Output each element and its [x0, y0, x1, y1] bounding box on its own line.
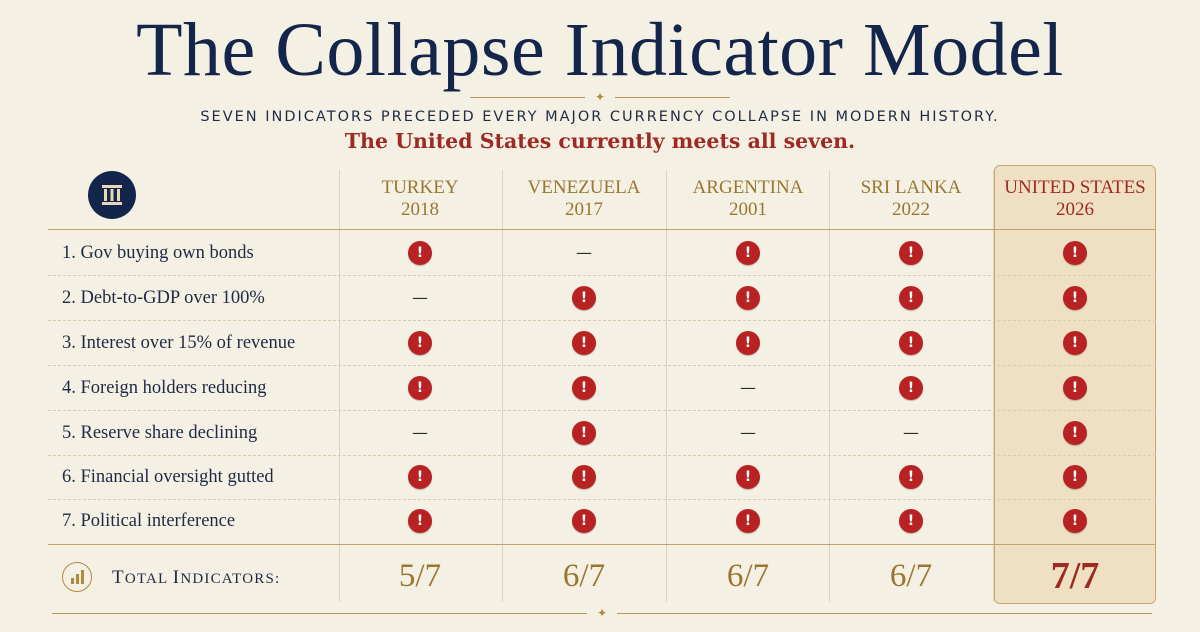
alert-icon: ! [572, 331, 596, 355]
indicator-label: 4. Foreign holders reducing [62, 378, 267, 398]
alert-icon: ! [572, 465, 596, 489]
column-year: 2017 [565, 199, 603, 220]
row-divider [48, 365, 1156, 366]
alert-icon: ! [572, 509, 596, 533]
dash-icon: — [412, 423, 428, 442]
total-score: 7/7 [1050, 555, 1100, 597]
column-header: UNITED STATES 2026 [995, 177, 1155, 221]
row-divider [48, 455, 1156, 456]
dash-icon: — [740, 378, 756, 397]
dash-icon: — [576, 243, 592, 262]
indicator-label: 5. Reserve share declining [62, 423, 258, 443]
alert-icon: ! [736, 509, 760, 533]
column-divider [993, 170, 994, 602]
alert-icon: ! [736, 241, 760, 265]
alert-icon: ! [1063, 509, 1087, 533]
total-score: 6/7 [726, 558, 770, 594]
bar-chart-icon [62, 562, 92, 592]
indicator-label: 3. Interest over 15% of revenue [62, 333, 296, 353]
alert-icon: ! [899, 241, 923, 265]
alert-icon: ! [408, 241, 432, 265]
alert-icon: ! [899, 465, 923, 489]
row-divider [48, 275, 1156, 276]
tagline: The United States currently meets all se… [344, 129, 856, 153]
alert-icon: ! [1063, 241, 1087, 265]
column-country: UNITED STATES [1004, 177, 1146, 198]
dash-icon: — [412, 288, 428, 307]
alert-icon: ! [736, 331, 760, 355]
column-divider [502, 170, 503, 602]
alert-icon: ! [1063, 421, 1087, 445]
column-header: SRI LANKA 2022 [831, 177, 991, 221]
alert-icon: ! [408, 331, 432, 355]
alert-icon: ! [408, 465, 432, 489]
row-divider [48, 320, 1156, 321]
diamond-icon: ✦ [595, 90, 606, 104]
row-divider [48, 410, 1156, 411]
column-year: 2001 [729, 199, 767, 220]
column-year: 2026 [1056, 199, 1094, 220]
alert-icon: ! [1063, 331, 1087, 355]
alert-icon: ! [736, 465, 760, 489]
alert-icon: ! [899, 331, 923, 355]
total-score: 6/7 [562, 558, 606, 594]
alert-icon: ! [408, 509, 432, 533]
column-divider [339, 170, 340, 602]
column-header: VENEZUELA 2017 [504, 177, 664, 221]
alert-icon: ! [572, 286, 596, 310]
title-ornament: ✦ [470, 90, 730, 104]
indicator-label: 6. Financial oversight gutted [62, 467, 274, 487]
alert-icon: ! [1063, 376, 1087, 400]
alert-icon: ! [572, 376, 596, 400]
indicator-label: 7. Political interference [62, 511, 236, 531]
subtitle: SEVEN INDICATORS PRECEDED EVERY MAJOR CU… [200, 109, 1000, 125]
totals-label: TOTAL INDICATORS: [112, 567, 281, 588]
dash-icon: — [903, 423, 919, 442]
alert-icon: ! [899, 376, 923, 400]
alert-icon: ! [1063, 465, 1087, 489]
pillar-icon [88, 171, 136, 219]
alert-icon: ! [899, 509, 923, 533]
column-country: TURKEY [381, 177, 459, 198]
totals-rule [48, 544, 1156, 545]
column-divider [666, 170, 667, 602]
alert-icon: ! [572, 421, 596, 445]
row-divider [48, 499, 1156, 500]
column-year: 2022 [892, 199, 930, 220]
alert-icon: ! [408, 376, 432, 400]
total-score: 6/7 [889, 558, 933, 594]
diamond-icon: ✦ [597, 606, 608, 620]
footer-ornament: ✦ [48, 606, 1156, 620]
dash-icon: — [740, 423, 756, 442]
column-country: ARGENTINA [692, 177, 804, 198]
indicator-label: 1. Gov buying own bonds [62, 243, 254, 263]
alert-icon: ! [899, 286, 923, 310]
column-country: SRI LANKA [860, 177, 962, 198]
column-header: ARGENTINA 2001 [668, 177, 828, 221]
page-title: The Collapse Indicator Model [136, 8, 1064, 92]
total-score: 5/7 [398, 558, 442, 594]
column-divider [829, 170, 830, 602]
header-rule [48, 229, 1156, 230]
column-header: TURKEY 2018 [340, 177, 500, 221]
column-year: 2018 [401, 199, 439, 220]
alert-icon: ! [736, 286, 760, 310]
indicator-label: 2. Debt-to-GDP over 100% [62, 288, 265, 308]
alert-icon: ! [1063, 286, 1087, 310]
column-country: VENEZUELA [527, 177, 641, 198]
